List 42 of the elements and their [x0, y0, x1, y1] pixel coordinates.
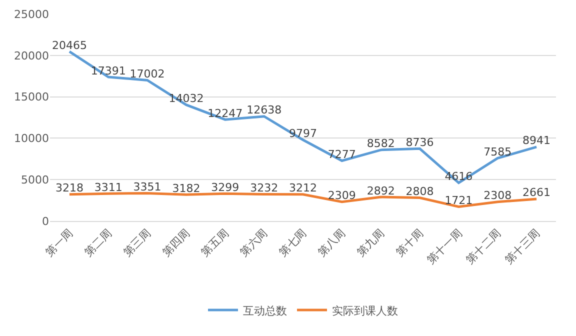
x-tick-label: 第五周	[198, 226, 232, 260]
y-tick-label: 10000	[14, 132, 49, 146]
data-label: 3232	[250, 181, 278, 194]
x-tick-label: 第十周	[393, 226, 426, 260]
data-label: 3299	[211, 180, 240, 194]
data-label: 17002	[130, 67, 165, 80]
legend-label: 实际到课人数	[332, 304, 398, 318]
data-label: 2308	[484, 189, 512, 202]
y-tick-label: 5000	[21, 173, 49, 186]
data-label: 7585	[484, 145, 512, 158]
data-label: 2808	[406, 185, 434, 198]
data-label: 3212	[289, 182, 317, 195]
data-label: 3311	[94, 180, 122, 194]
y-tick-label: 15000	[14, 90, 49, 104]
data-label: 1721	[444, 194, 473, 207]
x-tick-label: 第六周	[238, 226, 270, 260]
x-tick-label: 第八周	[315, 226, 348, 260]
data-label: 12638	[246, 104, 282, 117]
x-tick-label: 第七周	[276, 226, 310, 260]
y-tick-label: 0	[42, 214, 49, 228]
x-tick-label: 第一周	[42, 226, 76, 260]
x-tick-label: 第三周	[120, 226, 154, 260]
data-label: 20465	[52, 38, 87, 52]
x-tick-label: 第十一周	[424, 226, 465, 267]
data-label: 8736	[406, 136, 434, 149]
y-tick-label: 25000	[14, 8, 49, 21]
data-label: 2309	[328, 189, 356, 202]
y-tick-label: 20000	[14, 49, 49, 62]
data-label: 8582	[366, 137, 395, 150]
data-label: 2892	[366, 184, 395, 198]
legend-label: 互动总数	[243, 304, 287, 318]
x-tick-label: 第九周	[354, 226, 387, 260]
data-label: 2661	[522, 186, 551, 200]
data-label: 8941	[522, 134, 551, 148]
x-tick-label: 第二周	[82, 226, 114, 260]
x-tick-label: 第十三周	[502, 226, 543, 267]
data-label: 3182	[172, 182, 200, 195]
x-tick-label: 第四周	[160, 226, 192, 260]
x-tick-label: 第十二周	[463, 226, 504, 267]
data-label: 3351	[133, 180, 162, 194]
data-label: 3218	[55, 182, 84, 195]
data-label: 12247	[208, 106, 243, 120]
